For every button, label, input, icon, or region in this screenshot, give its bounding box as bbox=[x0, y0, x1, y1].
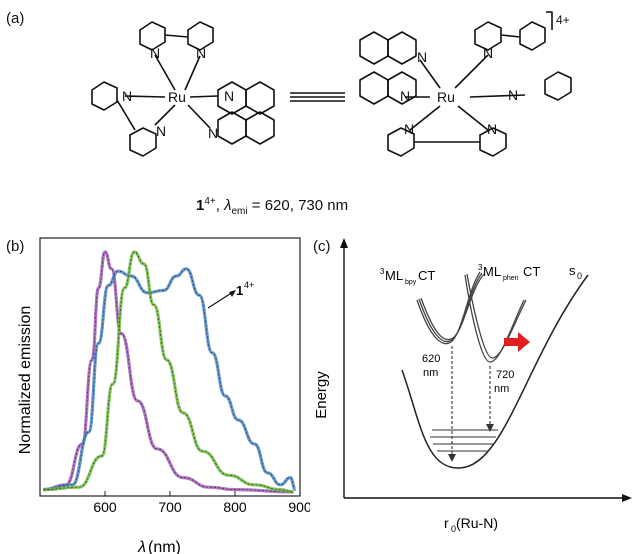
ru-label-right: Ru bbox=[437, 89, 455, 105]
emission-label-620: 620 nm bbox=[422, 353, 440, 379]
compound-caption: 14+, λemi = 620, 730 nm bbox=[196, 196, 349, 217]
svg-text:r: r bbox=[444, 515, 449, 531]
svg-text:s: s bbox=[569, 263, 576, 278]
energy-label: Energy bbox=[313, 371, 330, 419]
bpy-ring bbox=[387, 127, 415, 157]
ru-label-left: Ru bbox=[168, 89, 186, 105]
svg-text:620: 620 bbox=[422, 353, 440, 365]
phen-ring bbox=[245, 81, 275, 115]
n-label: N bbox=[417, 49, 427, 65]
bpy-ring bbox=[544, 71, 572, 101]
y-axis-arrowhead bbox=[340, 238, 348, 248]
ground-state-curve bbox=[401, 274, 589, 469]
panel-b-label: (b) bbox=[6, 238, 25, 255]
phen-ring bbox=[245, 111, 275, 145]
bpy-ring bbox=[479, 127, 507, 157]
svg-text:(Ru-N): (Ru-N) bbox=[456, 515, 498, 531]
n-label: N bbox=[150, 45, 160, 61]
svg-text:720: 720 bbox=[496, 369, 514, 381]
x-axis-arrowhead bbox=[622, 494, 632, 502]
n-label: N bbox=[224, 88, 234, 104]
n-label: N bbox=[487, 121, 497, 137]
chemical-structure: Ru Ru N N N N N N N N N N N N 4+ bbox=[91, 11, 572, 157]
annotation-leader bbox=[207, 291, 234, 309]
svg-text:phen: phen bbox=[503, 275, 519, 282]
n-label: N bbox=[508, 87, 518, 103]
emission-chart: 600 700 800 900 1 4+ Normalized emission λ … bbox=[17, 237, 310, 554]
svg-text:ML: ML bbox=[483, 264, 501, 279]
x-tick-label: 700 bbox=[158, 499, 182, 515]
caption-subscript: emi bbox=[231, 206, 248, 217]
bpy-ring bbox=[129, 127, 157, 157]
n-label: N bbox=[208, 125, 218, 141]
phen-ring bbox=[217, 111, 247, 145]
phen-ring bbox=[387, 71, 417, 105]
svg-text:0: 0 bbox=[577, 271, 582, 281]
n-label: N bbox=[483, 45, 493, 61]
svg-text:CT: CT bbox=[523, 264, 540, 279]
svg-text:ML: ML bbox=[385, 268, 403, 283]
mlphen-state-label: 3 ML phen CT bbox=[478, 263, 540, 282]
svg-text:nm: nm bbox=[423, 367, 438, 379]
caption-values: = 620, 730 nm bbox=[247, 197, 349, 214]
annotation-compound: 1 bbox=[236, 283, 243, 298]
n-label: N bbox=[400, 88, 410, 104]
red-arrow bbox=[504, 332, 530, 352]
mlphen-state-curve bbox=[464, 273, 527, 363]
svg-text:nm: nm bbox=[494, 383, 509, 395]
vibrational-levels bbox=[430, 429, 498, 452]
bpy-ring bbox=[187, 21, 214, 51]
caption-charge: 4+ bbox=[204, 196, 216, 207]
n-label: N bbox=[156, 123, 166, 139]
svg-text:0: 0 bbox=[451, 524, 456, 534]
caption-compound: 1 bbox=[196, 197, 205, 214]
caption-symbol: λ bbox=[224, 197, 232, 214]
bpy-ring bbox=[91, 81, 118, 111]
panel-c-label: (c) bbox=[313, 238, 331, 255]
bpy-ring bbox=[519, 21, 546, 51]
n-label: N bbox=[404, 121, 414, 137]
x-tick-label: 600 bbox=[93, 499, 117, 515]
emission-label-720: 720 nm bbox=[494, 369, 514, 395]
n-label: N bbox=[122, 88, 132, 104]
phen-ring bbox=[387, 31, 417, 65]
x-axis-label: r 0 (Ru-N) bbox=[444, 515, 498, 534]
y-axis-label: Normalized emission bbox=[17, 306, 34, 455]
mlbpy-state-label: 3 ML bpy CT bbox=[380, 267, 435, 286]
phen-ring bbox=[359, 71, 389, 105]
charge-label: 4+ bbox=[556, 13, 570, 27]
svg-text:bpy: bpy bbox=[405, 279, 417, 286]
x-tick-label: 800 bbox=[223, 499, 247, 515]
emission-series-data-points bbox=[43, 268, 296, 490]
phen-ring bbox=[359, 31, 389, 65]
energy-diagram: Energy r 0 (Ru-N) 3 ML bpy CT 3 ML phen … bbox=[313, 238, 632, 534]
svg-text:3: 3 bbox=[478, 263, 483, 272]
x-axis-label-symbol: λ bbox=[137, 539, 146, 554]
annotation-arrowhead bbox=[229, 290, 236, 297]
x-tick-label: 900 bbox=[288, 499, 310, 515]
svg-text:CT: CT bbox=[418, 268, 435, 283]
bpy-ring bbox=[474, 21, 502, 51]
emission-series-data-points bbox=[43, 251, 294, 493]
svg-text:3: 3 bbox=[380, 267, 385, 276]
n-label: N bbox=[196, 45, 206, 61]
panel-a-label: (a) bbox=[6, 10, 25, 27]
annotation-charge: 4+ bbox=[244, 280, 254, 290]
bpy-ring bbox=[139, 21, 166, 51]
x-axis-label-unit: (nm) bbox=[148, 539, 181, 554]
ground-state-label: s 0 bbox=[569, 263, 582, 281]
